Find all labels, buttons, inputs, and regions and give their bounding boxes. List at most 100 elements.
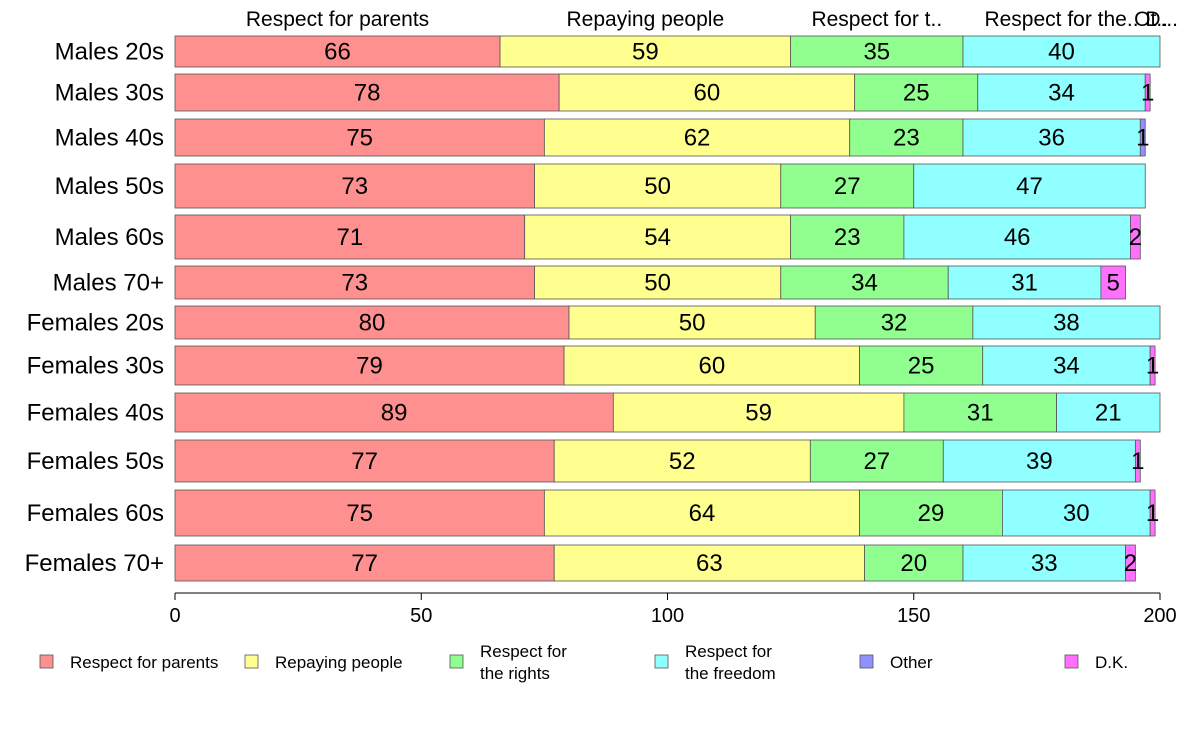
- legend-label: Other: [890, 653, 933, 672]
- bar-segment: [543, 489, 860, 537]
- bar-segment: [972, 305, 1161, 340]
- x-tick-label: 150: [897, 605, 930, 627]
- bar-segment: [174, 392, 614, 433]
- x-tick-label: 200: [1143, 605, 1176, 627]
- bar-segment: [524, 214, 792, 260]
- legend-label-line: Repaying people: [275, 653, 403, 672]
- data-label: 1: [1136, 125, 1149, 152]
- bar-segment: [864, 544, 964, 582]
- legend-label: D.K.: [1095, 653, 1128, 672]
- top-label: Respect for the..: [984, 8, 1138, 31]
- category-label: Females 30s: [27, 353, 164, 380]
- top-label: Ot..: [1134, 8, 1168, 31]
- x-tick-label: 100: [651, 605, 684, 627]
- data-label: 21: [1095, 400, 1122, 427]
- legend-label: Respect for parents: [70, 653, 218, 672]
- bar-segment: [913, 163, 1146, 209]
- data-label: 1: [1146, 353, 1159, 380]
- bar-segment: [809, 439, 944, 483]
- data-label: 31: [1011, 270, 1038, 297]
- bar-segment: [1100, 265, 1126, 300]
- data-label: 33: [1031, 550, 1058, 577]
- bar-segment: [534, 265, 782, 300]
- data-label: 46: [1004, 224, 1031, 251]
- data-label: 50: [644, 173, 671, 200]
- bar-segment: [962, 544, 1126, 582]
- legend-label-line: Other: [890, 653, 933, 672]
- bar-segment: [174, 345, 565, 386]
- data-label: 29: [918, 500, 945, 527]
- data-label: 75: [346, 125, 373, 152]
- bar-segment: [1056, 392, 1161, 433]
- legend-swatch: [1064, 654, 1079, 669]
- data-label: 77: [351, 550, 378, 577]
- data-label: 77: [351, 448, 378, 475]
- legend-swatch: [654, 654, 669, 669]
- data-label: 38: [1053, 310, 1080, 337]
- data-label: 73: [341, 270, 368, 297]
- legend-label-line: Respect for: [480, 642, 567, 661]
- bar-segment: [174, 73, 560, 112]
- data-label: 31: [967, 400, 994, 427]
- bar-segment: [553, 544, 865, 582]
- data-label: 23: [834, 224, 861, 251]
- category-label: Males 70+: [53, 270, 164, 297]
- bar-segment: [780, 265, 949, 300]
- bar-segment: [1139, 118, 1146, 157]
- data-label: 89: [381, 400, 408, 427]
- data-label: 59: [745, 400, 772, 427]
- category-label: Males 30s: [55, 80, 164, 107]
- bar-segment: [1144, 73, 1151, 112]
- legend-swatch: [244, 654, 259, 669]
- category-label: Males 20s: [55, 39, 164, 66]
- data-label: 27: [834, 173, 861, 200]
- data-label: 63: [696, 550, 723, 577]
- category-label: Males 60s: [55, 224, 164, 251]
- legend-label: Repaying people: [275, 653, 403, 672]
- bar-segment: [780, 163, 915, 209]
- bar-segment: [814, 305, 974, 340]
- data-label: 34: [1048, 80, 1075, 107]
- data-label: 1: [1131, 448, 1144, 475]
- data-label: 25: [908, 353, 935, 380]
- data-label: 66: [324, 39, 351, 66]
- data-label: 25: [903, 80, 930, 107]
- data-label: 54: [644, 224, 671, 251]
- data-label: 34: [1053, 353, 1080, 380]
- data-label: 52: [669, 448, 696, 475]
- legend-swatch: [859, 654, 874, 669]
- category-label: Females 60s: [27, 500, 164, 527]
- legend-swatch: [449, 654, 464, 669]
- data-label: 50: [644, 270, 671, 297]
- legend-label-line: Respect for parents: [70, 653, 218, 672]
- bar-segment: [174, 118, 545, 157]
- data-label: 23: [893, 125, 920, 152]
- data-label: 47: [1016, 173, 1043, 200]
- bar-segment: [1149, 345, 1156, 386]
- bar-segment: [558, 73, 856, 112]
- bar-segment: [903, 392, 1057, 433]
- bar-segment: [1125, 544, 1136, 582]
- legend-label-line: the rights: [480, 664, 550, 683]
- category-label: Females 70+: [25, 550, 164, 577]
- data-label: 32: [881, 310, 908, 337]
- data-label: 62: [684, 125, 711, 152]
- data-label: 35: [863, 39, 890, 66]
- top-label: Repaying people: [567, 8, 725, 31]
- bar-segment: [174, 439, 555, 483]
- data-label: 64: [689, 500, 716, 527]
- category-label: Females 40s: [27, 400, 164, 427]
- bar-segment: [942, 439, 1136, 483]
- bar-segment: [859, 489, 1003, 537]
- data-label: 2: [1124, 550, 1137, 577]
- data-label: 79: [356, 353, 383, 380]
- data-label: 36: [1038, 125, 1065, 152]
- bar-segment: [962, 35, 1161, 68]
- top-label: D...: [1145, 8, 1178, 31]
- data-label: 1: [1146, 500, 1159, 527]
- data-label: 50: [679, 310, 706, 337]
- category-label: Females 50s: [27, 448, 164, 475]
- bar-segment: [903, 214, 1131, 260]
- x-tick-label: 0: [169, 605, 180, 627]
- x-tick-label: 50: [410, 605, 432, 627]
